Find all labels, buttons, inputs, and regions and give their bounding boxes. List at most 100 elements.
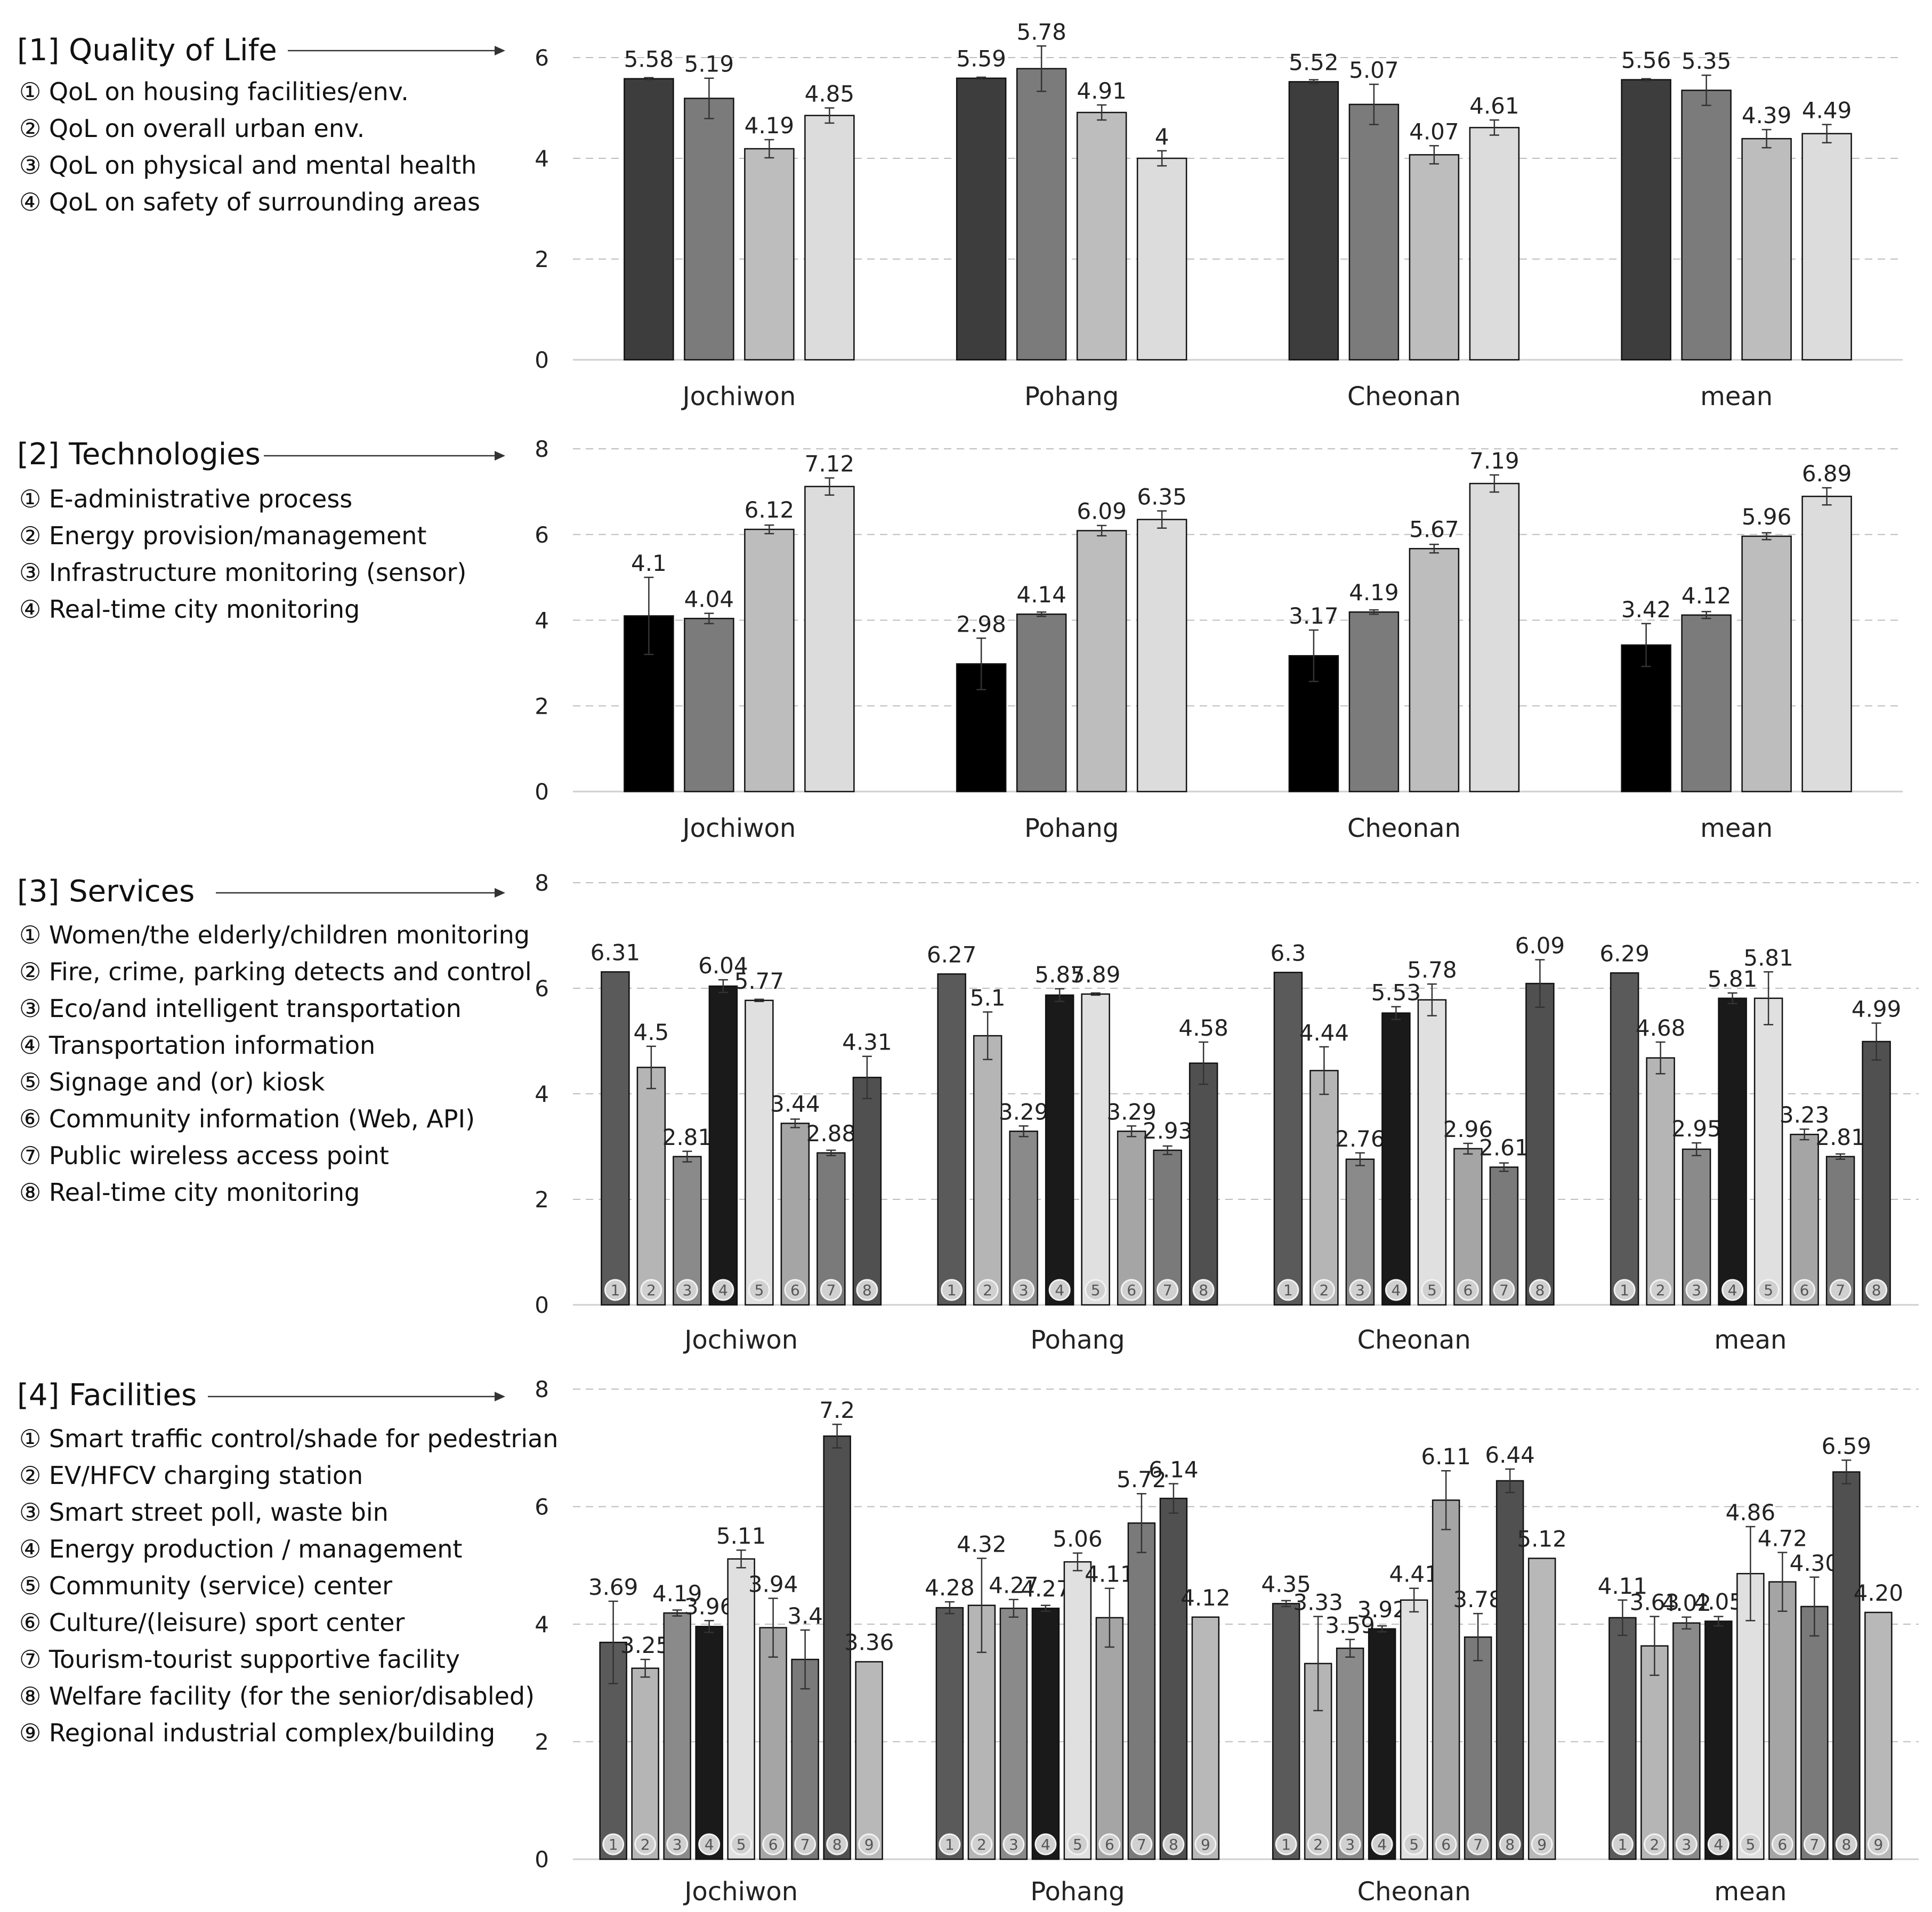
data-label: 4.86 (1726, 1499, 1776, 1526)
y-tick-label: 4 (535, 146, 549, 172)
arrow-icon (208, 1392, 505, 1401)
x-tick-label: Pohang (1030, 1877, 1125, 1907)
bar (1417, 999, 1447, 1306)
bar (1409, 154, 1460, 361)
series-number-badge (1650, 1279, 1672, 1301)
bar (708, 985, 738, 1306)
data-label: 5.58 (624, 46, 674, 72)
bar (1672, 1622, 1701, 1860)
series-number-badge (1613, 1279, 1636, 1301)
data-label: 4.11 (1598, 1573, 1648, 1599)
data-label: 2.95 (1671, 1116, 1721, 1142)
series-number-badge (1793, 1279, 1816, 1301)
series-number-badge (1829, 1279, 1852, 1301)
bar (1345, 1158, 1375, 1306)
series-number-badge (784, 1279, 806, 1301)
data-label: 5.81 (1743, 945, 1793, 971)
y-tick-label: 8 (535, 870, 549, 896)
series-number-badge (666, 1833, 689, 1855)
series-number: 3 (1355, 1281, 1365, 1299)
series-number: 1 (1620, 1281, 1629, 1299)
legend-item: ② Fire, crime, parking detects and contr… (19, 957, 532, 986)
data-label: 4.5 (633, 1019, 669, 1045)
series-number-badge (941, 1279, 963, 1301)
series-number: 3 (682, 1281, 692, 1299)
y-tick-label: 0 (535, 1846, 549, 1873)
series-number: 8 (1199, 1281, 1208, 1299)
series-number-badge (1034, 1833, 1057, 1855)
series-number-badge (856, 1279, 878, 1301)
bar (1076, 111, 1127, 361)
bar (823, 1435, 851, 1860)
data-label: 4.68 (1636, 1015, 1686, 1041)
series-number-badge (1194, 1833, 1217, 1855)
x-tick-label: Pohang (1030, 1325, 1125, 1355)
chart-legend: ① Women/the elderly/children monitoring … (19, 917, 532, 1211)
data-label: 3.17 (1289, 603, 1339, 629)
bar (1864, 1611, 1893, 1860)
legend-item: ② EV/HFCV charging station (19, 1461, 363, 1490)
bar (1288, 81, 1339, 361)
bar (1016, 613, 1067, 793)
data-label: 3.94 (748, 1571, 798, 1597)
chart-legend: ① QoL on housing facilities/env. ② QoL o… (19, 74, 480, 221)
data-label: 5.35 (1682, 48, 1732, 74)
series-number: 4 (1377, 1836, 1387, 1853)
bar (1681, 614, 1732, 793)
bar (1368, 1628, 1396, 1860)
data-label: 5.07 (1349, 57, 1399, 83)
data-label: 4.20 (1854, 1580, 1904, 1606)
x-tick-label: Jochiwon (681, 382, 796, 412)
legend-item: ③ Infrastructure monitoring (sensor) (19, 558, 467, 587)
bar (1464, 1636, 1492, 1860)
series-number: 4 (1041, 1836, 1050, 1853)
data-label: 4.14 (1016, 582, 1066, 608)
data-label: 4.39 (1742, 102, 1792, 128)
data-label: 3.29 (999, 1099, 1049, 1125)
data-label: 4.91 (1077, 78, 1127, 104)
bar (744, 528, 795, 793)
series-number-badge (1349, 1279, 1371, 1301)
data-label: 5.78 (1407, 957, 1457, 983)
data-label: 5.81 (1708, 966, 1758, 992)
data-label: 3.36 (844, 1629, 894, 1656)
data-label: 2.76 (1335, 1126, 1385, 1152)
bar (804, 486, 855, 793)
series-number: 4 (718, 1281, 728, 1299)
bar (1525, 982, 1555, 1306)
data-label: 4.61 (1469, 93, 1519, 119)
legend-item: ⑧ Welfare facility (for the senior/disab… (19, 1682, 535, 1711)
bar (1191, 1616, 1220, 1860)
bar (1117, 1131, 1146, 1306)
series-number-badge (698, 1833, 721, 1855)
series-number-badge (1003, 1833, 1025, 1855)
data-label: 2.88 (806, 1120, 856, 1147)
y-tick-label: 6 (535, 522, 549, 548)
series-number-badge (1435, 1833, 1457, 1855)
data-label: 3.96 (684, 1593, 734, 1619)
legend-item: ④ Energy production / management (19, 1535, 463, 1563)
series-number-badge (1120, 1279, 1143, 1301)
series-number-badge (858, 1833, 880, 1855)
data-label: 4.1 (631, 550, 667, 576)
bar (1610, 972, 1639, 1306)
series-number-badge (748, 1279, 770, 1301)
data-label: 4.31 (842, 1029, 892, 1055)
series-number: 8 (1872, 1281, 1881, 1299)
bar (1189, 1062, 1218, 1306)
bar (1469, 482, 1520, 793)
series-number: 6 (790, 1281, 800, 1299)
data-label: 3.59 (1325, 1612, 1375, 1639)
legend-item: ④ QoL on safety of surrounding areas (19, 188, 480, 216)
series-number: 3 (1682, 1836, 1691, 1853)
data-label: 4.28 (925, 1575, 975, 1601)
data-label: 4.07 (1409, 118, 1459, 144)
data-label: 4.44 (1299, 1020, 1349, 1046)
bar (636, 1067, 666, 1306)
series-number-badge (730, 1833, 753, 1855)
arrow-icon (264, 451, 505, 461)
bar (1432, 1499, 1460, 1860)
data-label: 3.33 (1293, 1590, 1343, 1616)
bar (1009, 1131, 1038, 1306)
series-number: 5 (1764, 1281, 1773, 1299)
